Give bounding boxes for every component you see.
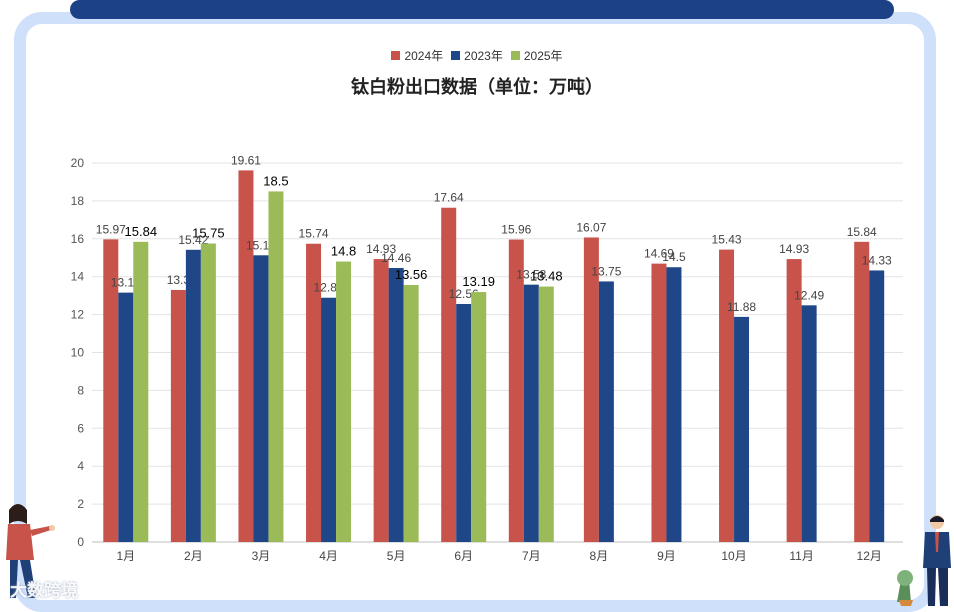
x-tick-label: 11月: [789, 549, 813, 563]
bar-2024年-9月: [651, 263, 667, 542]
bar-2024年-7月: [508, 239, 524, 543]
bar-2023年-10月: [734, 316, 750, 542]
bar-2023年-12月: [869, 270, 885, 542]
legend-item-2024: 2024年: [391, 47, 443, 64]
y-tick-label: 8: [77, 383, 84, 397]
data-label: 16.07: [576, 220, 606, 234]
bar-2025年-7月: [538, 286, 554, 542]
bar-2023年-5月: [388, 267, 404, 542]
bar-2023年-7月: [523, 284, 539, 542]
data-label: 14.69: [644, 247, 674, 261]
y-tick-label: 2: [77, 497, 84, 511]
x-tick-label: 4月: [319, 549, 338, 563]
data-label: 13.48: [530, 269, 563, 284]
data-label: 14.46: [381, 251, 411, 265]
x-tick-label: 2月: [184, 549, 203, 563]
data-label: 15.97: [96, 222, 126, 236]
data-label: 14.5: [662, 250, 686, 264]
data-label: 18.5: [263, 173, 288, 188]
data-label: 14.93: [366, 242, 396, 256]
bar-2024年-1月: [103, 239, 119, 542]
bar-2024年-11月: [786, 259, 802, 542]
bar-2023年-3月: [253, 255, 269, 542]
bar-2024年-2月: [170, 289, 186, 542]
x-tick-label: 8月: [590, 549, 609, 563]
legend-swatch-2024: [391, 51, 401, 60]
data-label: 14.93: [779, 242, 809, 256]
data-label: 14.33: [862, 253, 892, 267]
bar-2025年-4月: [336, 261, 352, 542]
data-label: 15.75: [192, 226, 225, 241]
data-label: 15.84: [847, 225, 877, 239]
data-label: 13.56: [395, 267, 428, 282]
legend-swatch-2023: [451, 51, 461, 60]
chart-title: 钛白粉出口数据（单位：万吨）: [351, 77, 603, 97]
x-tick-label: 1月: [116, 549, 135, 563]
x-tick-label: 3月: [252, 549, 271, 563]
bar-2024年-3月: [238, 170, 254, 542]
presenter-woman-illustration: [6, 504, 55, 598]
data-label: 14.8: [331, 244, 356, 259]
bar-2023年-6月: [456, 303, 472, 542]
bar-2024年-6月: [441, 207, 457, 543]
bar-2024年-12月: [854, 241, 870, 542]
bar-2023年-4月: [321, 297, 337, 542]
legend-item-2023: 2023年: [451, 47, 503, 64]
legend-label-2024: 2024年: [404, 49, 444, 63]
x-tick-label: 12月: [857, 549, 882, 563]
data-label: 13.75: [591, 264, 621, 278]
y-tick-label: 16: [71, 232, 85, 246]
x-tick-label: 5月: [387, 549, 406, 563]
x-tick-label: 10月: [721, 549, 746, 563]
bar-2024年-8月: [583, 237, 599, 542]
x-tick-label: 9月: [657, 549, 676, 563]
data-label: 15.74: [299, 227, 329, 241]
data-label: 19.61: [231, 153, 261, 167]
data-label: 15.43: [712, 233, 742, 247]
y-tick-label: 12: [71, 308, 85, 322]
chart-legend: 2024年 2023年 2025年: [0, 47, 954, 64]
bar-2025年-1月: [133, 241, 149, 542]
bar-2023年-1月: [118, 292, 134, 542]
data-label: 13.3: [167, 273, 191, 287]
bar-2025年-6月: [471, 292, 487, 542]
bar-2024年-4月: [306, 243, 322, 543]
bar-2025年-2月: [200, 243, 216, 542]
bar-2025年-5月: [403, 285, 419, 542]
y-tick-label: 10: [71, 346, 85, 360]
x-tick-label: 7月: [522, 549, 541, 563]
legend-label-2025: 2025年: [523, 49, 563, 63]
bar-2023年-11月: [801, 305, 817, 542]
y-tick-label: 0: [77, 535, 84, 549]
legend-swatch-2025: [510, 51, 520, 60]
bar-2024年-5月: [373, 259, 389, 542]
data-label: 13.19: [462, 274, 495, 289]
presenter-man-illustration: [897, 515, 951, 606]
y-tick-label: 6: [77, 421, 84, 435]
y-tick-label: 14: [71, 270, 85, 284]
data-label: 17.64: [434, 191, 464, 205]
y-tick-label: 4: [77, 459, 84, 473]
legend-label-2023: 2023年: [464, 49, 503, 63]
data-label: 15.96: [501, 223, 531, 237]
y-tick-label: 18: [71, 194, 85, 208]
y-tick-label: 20: [71, 156, 85, 170]
data-label: 11.88: [727, 300, 756, 314]
bar-2023年-9月: [666, 267, 682, 542]
data-label: 15.84: [125, 224, 158, 239]
data-label: 12.49: [794, 288, 824, 302]
x-tick-label: 6月: [454, 549, 473, 563]
bar-2023年-2月: [185, 249, 201, 542]
bar-2025年-3月: [268, 191, 284, 543]
bar-2024年-10月: [719, 249, 735, 542]
header-bar: [70, 0, 894, 19]
data-label: 13.58: [516, 268, 546, 282]
data-label: 15.42: [178, 233, 208, 247]
legend-item-2025: 2025年: [510, 47, 563, 64]
watermark-text: 大数跨境: [10, 581, 78, 600]
bar-2023年-8月: [598, 281, 614, 542]
